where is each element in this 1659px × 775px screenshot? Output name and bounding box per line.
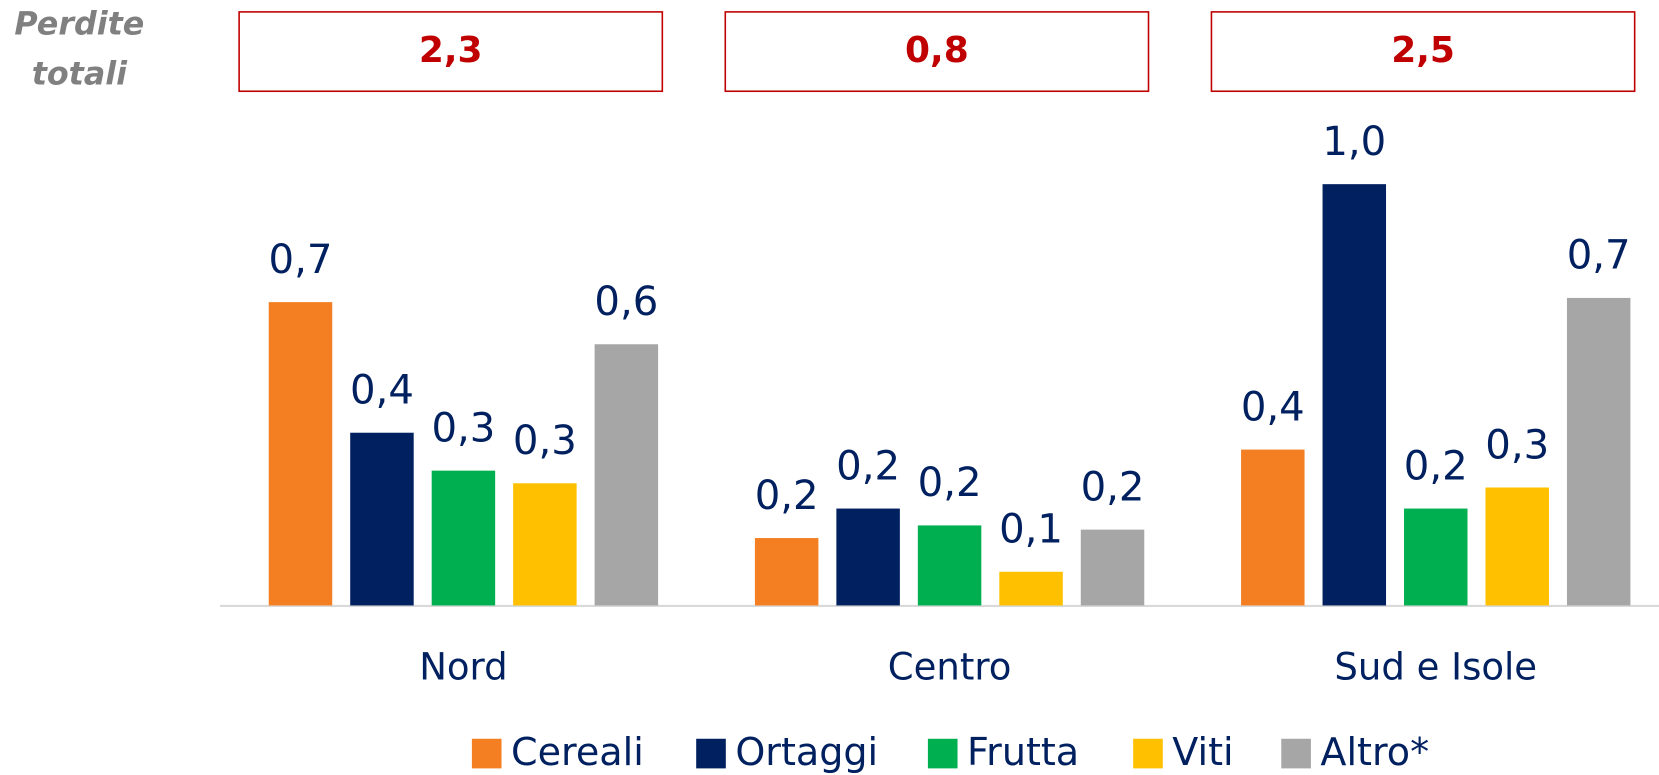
- data-label: 0,2: [755, 473, 819, 519]
- legend-swatch: [471, 738, 502, 769]
- data-label: 0,1: [999, 507, 1063, 553]
- data-label: 0,4: [350, 368, 414, 414]
- bar: [1322, 184, 1387, 606]
- total-box: [238, 11, 664, 93]
- x-tick-label: Nord: [419, 645, 507, 688]
- data-label: 0,4: [1241, 384, 1305, 430]
- data-label: 0,2: [1081, 464, 1145, 510]
- data-label: 0,2: [836, 443, 900, 489]
- total-box: [1210, 11, 1636, 93]
- bar: [1485, 487, 1549, 606]
- legend-swatch: [1281, 738, 1311, 769]
- bar: [754, 538, 819, 606]
- legend-swatch: [1133, 738, 1163, 769]
- bar: [836, 508, 900, 606]
- legend-label: Frutta: [967, 730, 1079, 774]
- data-label: 0,3: [431, 405, 495, 451]
- data-label: 0,7: [269, 237, 333, 283]
- data-label: 0,3: [513, 418, 577, 464]
- bar: [350, 432, 414, 606]
- data-label: 0,3: [1485, 422, 1549, 468]
- bar: [1080, 529, 1145, 606]
- legend-label: Altro*: [1320, 730, 1429, 774]
- bar: [594, 344, 659, 606]
- bar: [513, 483, 577, 606]
- total-label: 2,3: [419, 30, 483, 71]
- totals-title: totali: [32, 56, 128, 92]
- bar: [1241, 449, 1305, 606]
- bar: [917, 525, 982, 606]
- totals-title: Perdite: [14, 7, 144, 43]
- total-label: 2,5: [1391, 30, 1455, 71]
- x-tick-label: Sud e Isole: [1334, 645, 1537, 688]
- bar: [1404, 508, 1468, 606]
- data-label: 1,0: [1322, 119, 1386, 165]
- legend-label: Ortaggi: [735, 730, 878, 774]
- bar: [1566, 297, 1631, 606]
- total-box: [724, 11, 1150, 93]
- data-label: 0,7: [1567, 233, 1631, 279]
- data-label: 0,2: [1404, 443, 1468, 489]
- bar: [268, 302, 333, 606]
- legend-swatch: [696, 738, 726, 769]
- legend-label: Viti: [1172, 730, 1233, 774]
- data-label: 0,6: [594, 279, 658, 325]
- bar: [431, 470, 496, 606]
- x-tick-label: Centro: [888, 645, 1012, 688]
- legend-swatch: [927, 738, 958, 769]
- total-label: 0,8: [905, 30, 969, 71]
- data-label: 0,2: [918, 460, 982, 506]
- legend-label: Cereali: [511, 730, 644, 774]
- bar: [999, 571, 1063, 606]
